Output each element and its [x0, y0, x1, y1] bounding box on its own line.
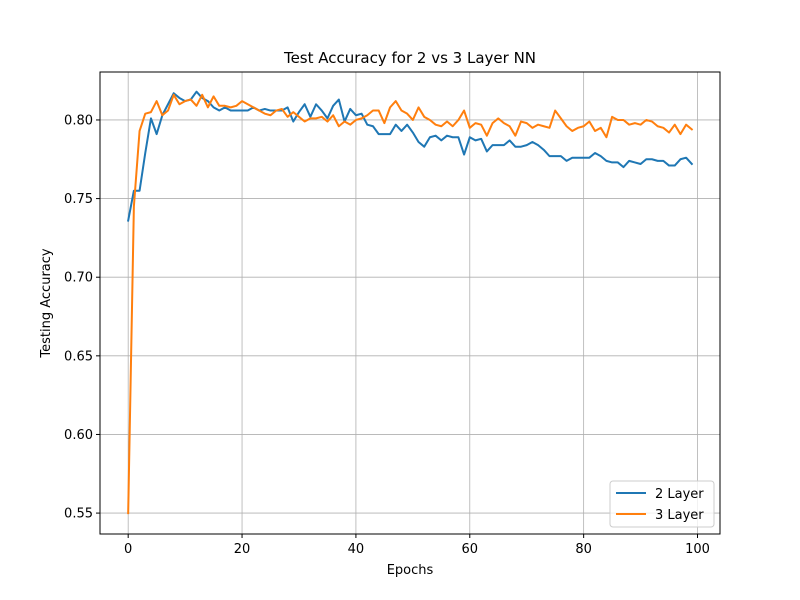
legend-label-2-layer: 2 Layer	[655, 487, 704, 502]
x-tick-label: 40	[348, 542, 365, 557]
legend-label-3-layer: 3 Layer	[655, 508, 704, 523]
series-line-3-layer	[127, 93, 694, 515]
y-axis-label: Testing Accuracy	[39, 248, 54, 358]
x-tick-label: 60	[462, 542, 479, 557]
legend: 2 Layer 3 Layer	[609, 480, 715, 528]
y-tick-label: 0.65	[64, 349, 93, 364]
y-tick-label: 0.75	[64, 192, 93, 207]
y-tick-label: 0.60	[64, 428, 93, 443]
x-tick-label: 20	[234, 542, 251, 557]
x-tick-label: 80	[575, 542, 592, 557]
grid-layer	[100, 72, 720, 534]
chart-title: Test Accuracy for 2 vs 3 Layer NN	[283, 49, 536, 67]
tick-layer: 0 20 40 60 80 100 0.55 0.60 0.65 0.70 0.75 0.80	[64, 113, 710, 557]
x-tick-label: 0	[124, 542, 132, 557]
x-tick-label: 100	[685, 542, 710, 557]
y-tick-label: 0.70	[64, 271, 93, 286]
series-line-2-layer	[127, 90, 694, 222]
plot-frame	[99, 71, 721, 535]
series-layer	[127, 90, 694, 515]
y-tick-label: 0.80	[64, 113, 93, 128]
y-tick-label: 0.55	[64, 507, 93, 522]
x-axis-label: Epochs	[387, 563, 434, 578]
